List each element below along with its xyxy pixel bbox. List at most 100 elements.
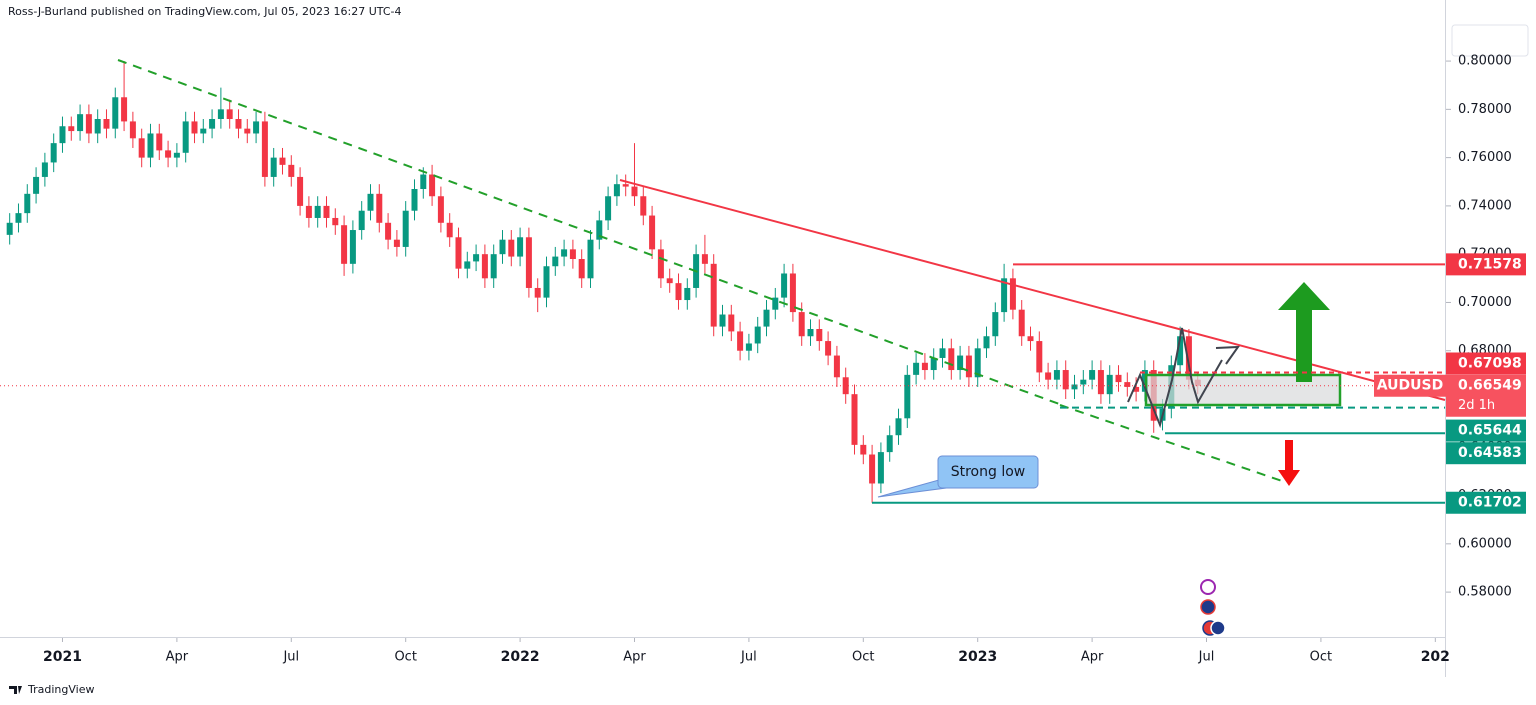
candle-body — [464, 261, 471, 269]
countdown-label: 2d 1h — [1458, 398, 1495, 413]
price-label: 0.67098 — [1458, 355, 1522, 371]
price-label: 0.64583 — [1458, 445, 1522, 461]
candle-body — [15, 213, 22, 223]
candle-body — [816, 329, 823, 342]
candle-body — [156, 133, 163, 151]
candle-body — [798, 312, 805, 337]
x-tick-label: Jul — [1198, 650, 1215, 665]
candle-body — [543, 266, 550, 298]
candle-body — [948, 348, 955, 371]
candle-body — [270, 157, 277, 177]
candle-body — [640, 196, 647, 216]
candle-body — [297, 176, 304, 206]
candle-body — [913, 362, 920, 375]
x-tick-label: Apr — [166, 650, 189, 665]
candle-body — [200, 128, 207, 134]
candle-body — [930, 357, 937, 371]
candle-body — [455, 237, 462, 269]
candle-body — [1097, 370, 1104, 395]
candle-body — [402, 210, 409, 247]
price-label-box — [1446, 442, 1526, 465]
candle-body — [481, 254, 488, 279]
event-icon[interactable] — [1200, 579, 1216, 595]
last-price-label: 0.66549 — [1458, 378, 1522, 394]
candle-body — [781, 273, 788, 298]
candle-body — [85, 114, 92, 134]
candle-body — [666, 278, 673, 284]
candle-body — [68, 126, 75, 132]
candle-body — [490, 254, 497, 279]
candle-body — [957, 355, 964, 371]
candle-body — [279, 157, 286, 165]
candle-body — [103, 119, 110, 129]
x-tick-label: Apr — [623, 650, 646, 665]
candle-body — [147, 133, 154, 158]
symbol-box — [1374, 374, 1446, 397]
x-tick-label: Jul — [740, 650, 757, 665]
candle-body — [182, 121, 189, 153]
symbol-label: AUDUSD — [1377, 378, 1443, 394]
candle-body — [649, 215, 656, 250]
candle-body — [217, 109, 224, 119]
candle-body — [1115, 374, 1122, 383]
candle-body — [710, 263, 717, 327]
price-label-box — [1446, 352, 1526, 375]
candle-body — [367, 193, 374, 211]
candle-body — [94, 119, 101, 134]
footer-brand: TradingView — [27, 683, 94, 696]
candle-body — [1080, 379, 1087, 385]
candle-body — [1027, 336, 1034, 342]
scale-button[interactable] — [1451, 24, 1529, 57]
candle-body — [754, 326, 761, 344]
candle-body — [596, 220, 603, 240]
candle-body — [552, 256, 559, 267]
candle-body — [385, 222, 392, 240]
candle-body — [191, 121, 198, 134]
candle-body — [226, 109, 233, 119]
candle-body — [869, 454, 876, 484]
candle-body — [895, 418, 902, 436]
candle-body — [534, 287, 541, 298]
callout — [937, 455, 1039, 489]
candle-body — [429, 174, 436, 197]
candle-body — [244, 128, 251, 134]
candle-body — [737, 331, 744, 351]
candle-body — [341, 225, 348, 264]
x-tick-label: Oct — [852, 650, 874, 665]
candle-body — [578, 259, 585, 279]
candle-body — [877, 452, 884, 484]
candle-body — [842, 377, 849, 395]
candle-body — [129, 121, 136, 139]
candle-body — [974, 348, 981, 378]
candle-body — [376, 193, 383, 223]
candle-body — [825, 341, 832, 356]
price-label: 0.65644 — [1458, 423, 1522, 439]
arrow-up — [1278, 282, 1330, 382]
candle-body — [420, 174, 427, 189]
candle-body — [561, 249, 568, 257]
price-label-box — [1446, 491, 1526, 514]
price-label: 0.71578 — [1458, 256, 1522, 272]
candle-body — [59, 126, 66, 144]
candle-body — [965, 355, 972, 378]
event-icon[interactable] — [1200, 599, 1216, 615]
candle-body — [631, 186, 638, 197]
candle-body — [684, 287, 691, 301]
candle-body — [1089, 370, 1096, 380]
x-tick-label: Jul — [282, 650, 299, 665]
event-icon[interactable] — [1210, 620, 1226, 636]
candle-body — [860, 444, 867, 455]
candle-body — [1071, 384, 1078, 390]
candle-body — [33, 176, 40, 194]
candle-body — [1124, 382, 1131, 387]
y-tick-label: 0.78000 — [1458, 102, 1512, 117]
last-price-box — [1446, 374, 1526, 417]
footer-logo — [9, 686, 22, 694]
candle-body — [1009, 278, 1016, 310]
y-tick-label: 0.58000 — [1458, 585, 1512, 600]
candle-body — [789, 273, 796, 313]
candle-body — [1106, 374, 1113, 395]
candle-body — [728, 314, 735, 332]
projection-arrow — [1215, 345, 1240, 365]
